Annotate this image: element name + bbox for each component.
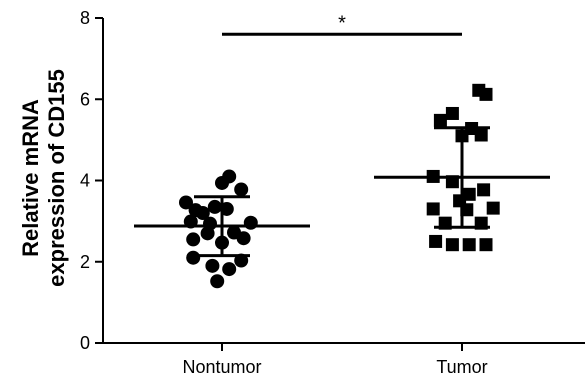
data-point-tumor	[479, 87, 493, 101]
data-point-nontumor	[195, 206, 210, 220]
y-axis-title-line-1: Relative mRNA	[18, 99, 43, 257]
significance-annotation: *	[222, 12, 462, 36]
data-point-nontumor	[186, 250, 201, 265]
y-axis-title: Relative mRNA expression of CD155	[18, 69, 69, 287]
y-axis-title-line-2: expression of CD155	[44, 69, 69, 287]
data-point-nontumor	[222, 169, 237, 184]
data-point-nontumor	[243, 215, 258, 230]
data-point-tumor	[426, 202, 440, 216]
data-point-tumor	[479, 238, 493, 252]
data-point-tumor	[460, 203, 474, 217]
data-point-tumor	[462, 238, 476, 252]
data-point-tumor	[433, 113, 447, 127]
y-tick-label: 4	[80, 171, 90, 191]
x-tick-label: Nontumor	[182, 357, 261, 377]
data-marks	[134, 83, 550, 289]
data-point-nontumor	[234, 182, 249, 197]
y-tick-label: 8	[80, 8, 90, 28]
y-tick-label: 2	[80, 252, 90, 272]
data-point-nontumor	[200, 226, 215, 241]
data-point-nontumor	[236, 231, 251, 246]
significance-label: *	[338, 12, 346, 34]
data-point-nontumor	[179, 195, 193, 210]
data-point-tumor	[477, 183, 491, 197]
y-tick-label: 0	[80, 333, 90, 353]
data-point-tumor	[429, 234, 443, 248]
data-point-nontumor	[210, 274, 225, 289]
x-tick-label: Tumor	[436, 357, 487, 377]
y-tick-label: 6	[80, 89, 90, 109]
data-point-tumor	[474, 128, 488, 142]
data-point-tumor	[445, 106, 459, 120]
data-point-nontumor	[205, 258, 220, 273]
data-point-nontumor	[222, 262, 237, 277]
data-point-tumor	[486, 201, 500, 215]
data-point-nontumor	[186, 232, 201, 247]
data-point-tumor	[445, 238, 459, 252]
data-point-nontumor	[207, 199, 222, 214]
axes: 0 2 4 6 8 Nontumor Tumor	[80, 8, 585, 377]
